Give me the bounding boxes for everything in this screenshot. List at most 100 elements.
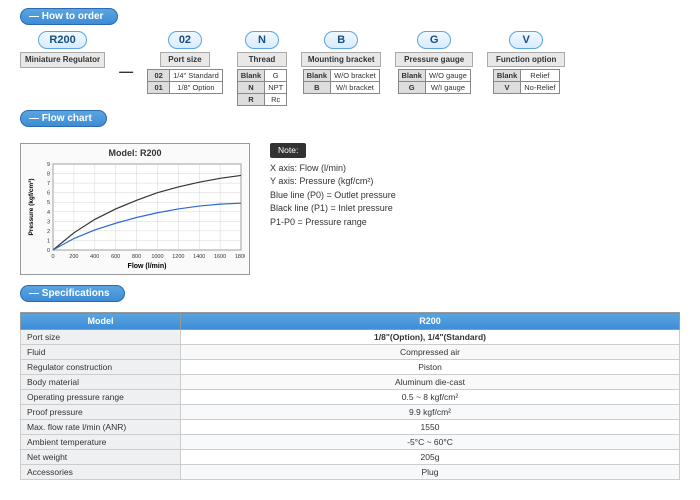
code-cell: N [237,82,264,94]
pill-port: 02 [168,31,202,49]
svg-text:6: 6 [47,191,50,197]
table-thread: BlankGNNPTRRc [237,69,287,106]
code-cell: Blank [237,70,264,82]
pill-mount: B [324,31,358,49]
desc-cell: Relief [521,70,559,82]
label-mount: Mounting bracket [301,52,381,67]
section-header-flow: Flow chart [20,110,107,127]
table-gauge: BlankW/O gaugeGW/I gauge [398,69,471,94]
table-func: BlankReliefVNo-Relief [493,69,560,94]
spec-value: 9.9 kgf/cm² [181,405,680,420]
note-line: Y axis: Pressure (kgf/cm²) [270,175,396,189]
note-line: Blue line (P0) = Outlet pressure [270,189,396,203]
table-mount: BlankW/O bracketBW/I bracket [303,69,380,94]
desc-cell: W/I gauge [425,82,470,94]
svg-text:5: 5 [47,200,50,206]
svg-text:800: 800 [132,254,141,260]
svg-text:8: 8 [47,172,50,178]
spec-label: Body material [21,375,181,390]
table-port: 021/4" Standard011/8" Option [147,69,223,94]
spec-table: ModelR200 Port size1/8"(Option), 1/4"(St… [20,312,680,480]
note-title: Note: [270,143,306,158]
note-line: P1-P0 = Pressure range [270,216,396,230]
svg-text:Pressure (kgf/cm²): Pressure (kgf/cm²) [28,178,35,235]
svg-text:2: 2 [47,229,50,235]
note-block: Note: X axis: Flow (l/min)Y axis: Pressu… [270,143,396,229]
spec-label: Fluid [21,345,181,360]
svg-text:1000: 1000 [151,254,163,260]
svg-text:1600: 1600 [214,254,226,260]
dash: — [119,63,133,79]
note-line: Black line (P1) = Inlet pressure [270,202,396,216]
spec-value: Compressed air [181,345,680,360]
order-col-func: V Function option BlankReliefVNo-Relief [487,31,565,94]
spec-label: Regulator construction [21,360,181,375]
spec-label: Port size [21,330,181,345]
desc-cell: No-Relief [521,82,559,94]
desc-cell: NPT [265,82,287,94]
spec-value: -5°C ~ 60°C [181,435,680,450]
code-cell: G [398,82,425,94]
spec-value: 205g [181,450,680,465]
svg-text:0: 0 [47,248,50,254]
code-cell: V [493,82,520,94]
code-cell: Blank [493,70,520,82]
spec-value: Plug [181,465,680,480]
spec-th-model: Model [21,313,181,330]
pill-model: R200 [38,31,86,49]
svg-text:1: 1 [47,238,50,244]
svg-text:0: 0 [51,254,54,260]
pill-thread: N [245,31,279,49]
note-line: X axis: Flow (l/min) [270,162,396,176]
code-cell: B [303,82,330,94]
svg-text:200: 200 [69,254,78,260]
svg-text:600: 600 [111,254,120,260]
order-col-port: 02 Port size 021/4" Standard011/8" Optio… [147,31,223,94]
spec-label: Accessories [21,465,181,480]
section-header-spec: Specifications [20,285,125,302]
spec-value: Piston [181,360,680,375]
code-cell: Blank [398,70,425,82]
label-func: Function option [487,52,565,67]
flow-section: Model: R200 0200400600800100012001400160… [20,143,680,275]
spec-th-value: R200 [181,313,680,330]
order-row: R200 Miniature Regulator — 02 Port size … [20,31,680,106]
spec-body: Port size1/8"(Option), 1/4"(Standard)Flu… [21,330,680,480]
chart-box: Model: R200 0200400600800100012001400160… [20,143,250,275]
order-col-gauge: G Pressure gauge BlankW/O gaugeGW/I gaug… [395,31,473,94]
svg-text:3: 3 [47,219,50,225]
svg-text:9: 9 [47,162,50,168]
label-model: Miniature Regulator [20,52,105,68]
label-port: Port size [160,52,210,67]
svg-text:1200: 1200 [172,254,184,260]
section-header-order: How to order [20,8,118,25]
spec-label: Net weight [21,450,181,465]
label-thread: Thread [237,52,287,67]
desc-cell: 1/4" Standard [170,70,223,82]
chart-title: Model: R200 [25,148,245,158]
code-cell: Blank [303,70,330,82]
spec-value: 1/8"(Option), 1/4"(Standard) [181,330,680,345]
code-cell: 02 [148,70,170,82]
code-cell: 01 [148,82,170,94]
svg-text:1400: 1400 [193,254,205,260]
svg-text:Flow (l/min): Flow (l/min) [128,263,167,270]
svg-text:7: 7 [47,181,50,187]
desc-cell: W/O gauge [425,70,470,82]
desc-cell: W/O bracket [331,70,380,82]
desc-cell: W/I bracket [331,82,380,94]
spec-label: Operating pressure range [21,390,181,405]
svg-text:4: 4 [47,210,50,216]
flow-chart: 0200400600800100012001400160018000123456… [25,160,245,270]
order-col-model: R200 Miniature Regulator [20,31,105,68]
svg-text:1800: 1800 [235,254,245,260]
desc-cell: 1/8" Option [170,82,223,94]
spec-value: 1550 [181,420,680,435]
spec-value: Aluminum die-cast [181,375,680,390]
pill-func: V [509,31,543,49]
spec-label: Max. flow rate l/min (ANR) [21,420,181,435]
code-cell: R [237,94,264,106]
desc-cell: Rc [265,94,287,106]
spec-label: Ambient temperature [21,435,181,450]
note-lines: X axis: Flow (l/min)Y axis: Pressure (kg… [270,162,396,230]
